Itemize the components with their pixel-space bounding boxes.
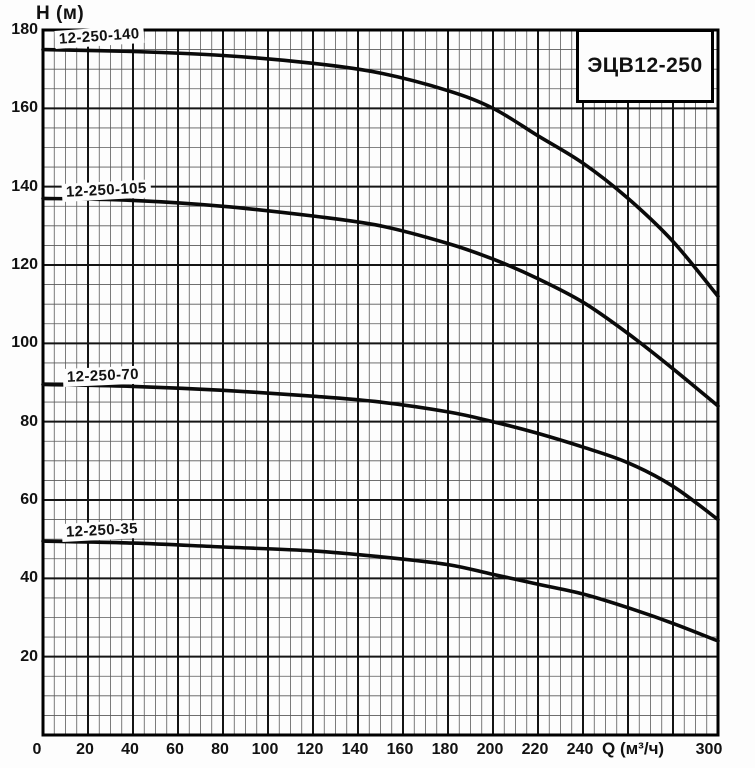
x-tick-label-160: 160 (386, 741, 414, 758)
x-tick-label-140: 140 (341, 741, 369, 758)
y-tick-label-140: 140 (11, 177, 38, 195)
x-tick-label-80: 80 (211, 741, 229, 758)
x-tick-label-120: 120 (296, 741, 324, 758)
pump-curve-12-250-105 (41, 196, 720, 408)
y-tick-label-180: 180 (11, 21, 38, 38)
y-tick-label-160: 160 (11, 99, 38, 117)
x-tick-label-220: 220 (521, 741, 549, 758)
y-tick-label-120: 120 (11, 256, 38, 273)
plot-border (41, 28, 720, 737)
x-tick-label-240: 240 (566, 741, 594, 758)
y-axis-title: H (м) (36, 3, 85, 24)
y-tick-label-80: 80 (20, 412, 38, 430)
x-tick-label-0: 0 (32, 741, 42, 758)
y-tick-label-60: 60 (20, 491, 38, 508)
curve-label-12-250-70: 12-250-70 (62, 365, 144, 387)
chart-title-box: ЭЦВ12-250 (576, 29, 714, 103)
pump-curve-12-250-140 (41, 47, 720, 299)
pump-curve-12-250-70 (41, 382, 720, 522)
y-tick-label-100: 100 (11, 334, 38, 352)
x-tick-label-20: 20 (76, 741, 94, 758)
pump-curve-12-250-35 (41, 539, 720, 643)
x-tick-label-300: 300 (695, 741, 723, 758)
y-tick-label-20: 20 (20, 647, 38, 665)
x-tick-label-60: 60 (166, 741, 184, 758)
x-tick-label-40: 40 (121, 741, 139, 758)
y-tick-label-40: 40 (20, 569, 38, 587)
x-tick-label-200: 200 (476, 741, 504, 758)
x-tick-label-100: 100 (251, 741, 279, 758)
x-tick-label-180: 180 (431, 741, 459, 758)
x-axis-title: Q (м³/ч) (602, 739, 665, 758)
